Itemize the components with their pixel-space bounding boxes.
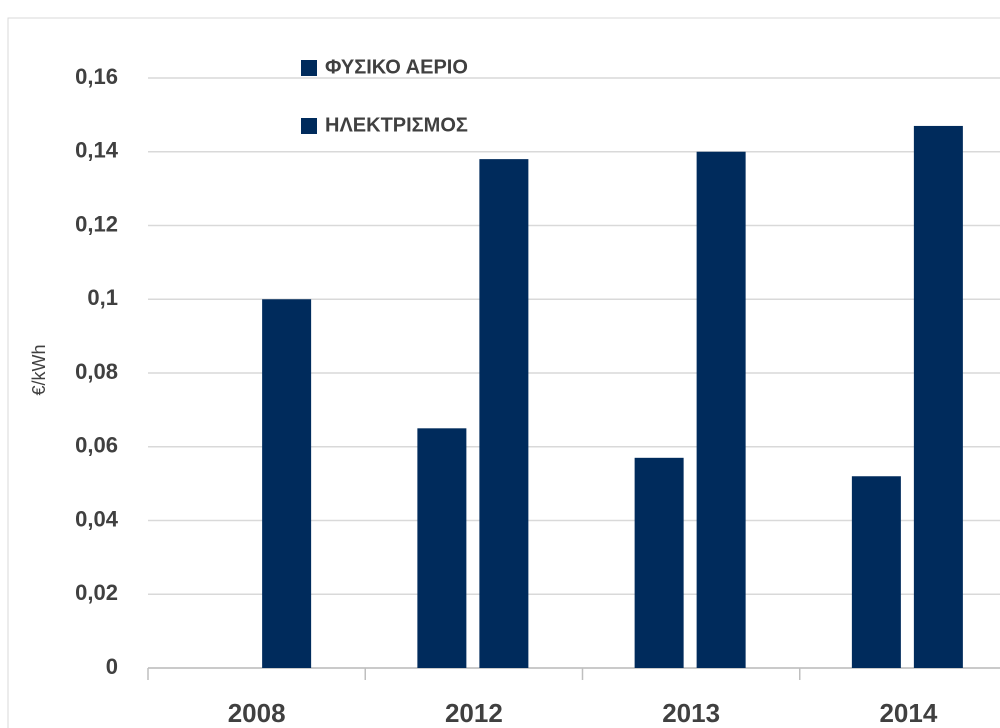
y-tick-label: 0,04 xyxy=(75,506,119,531)
y-tick-label: 0,06 xyxy=(75,433,118,458)
y-tick-label: 0,16 xyxy=(75,64,118,89)
bar xyxy=(851,476,901,668)
y-tick-label: 0 xyxy=(106,654,118,679)
bar xyxy=(913,125,963,668)
chart-frame xyxy=(7,17,1000,728)
x-tick-label: 2014 xyxy=(879,698,937,728)
y-axis-label: €/kWh xyxy=(29,344,49,395)
y-tick-label: 0,08 xyxy=(75,359,118,384)
bar xyxy=(262,299,312,668)
y-tick-label: 0,1 xyxy=(87,285,118,310)
legend-label: ΦΥΣΙΚΟ ΑΕΡΙΟ xyxy=(325,56,468,78)
bar xyxy=(417,428,467,668)
legend-swatch xyxy=(301,118,317,134)
legend-label: ΗΛΕΚΤΡΙΣΜΟΣ xyxy=(325,114,468,136)
x-tick-label: 2008 xyxy=(228,698,286,728)
bar xyxy=(479,159,529,668)
x-tick-label: 2013 xyxy=(662,698,720,728)
x-tick-label: 2012 xyxy=(445,698,503,728)
bar xyxy=(696,151,746,668)
bar xyxy=(634,457,684,668)
y-tick-label: 0,12 xyxy=(75,211,118,236)
legend-swatch xyxy=(301,60,317,76)
y-tick-label: 0,14 xyxy=(75,138,119,163)
y-tick-label: 0,02 xyxy=(75,580,118,605)
